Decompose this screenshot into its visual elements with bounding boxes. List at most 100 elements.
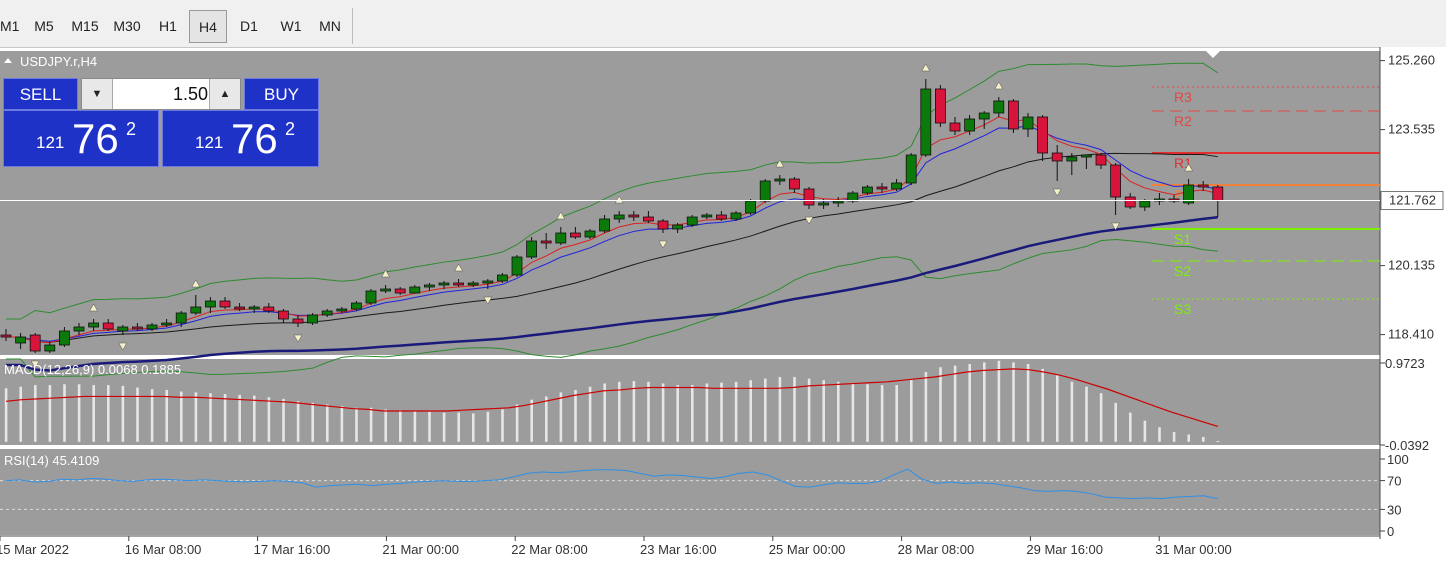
- candle[interactable]: [190, 306, 202, 314]
- candle[interactable]: [219, 300, 231, 308]
- candle[interactable]: [978, 112, 990, 120]
- candle[interactable]: [1066, 156, 1078, 162]
- candle[interactable]: [657, 220, 669, 230]
- candle[interactable]: [964, 118, 975, 132]
- candle[interactable]: [0, 334, 12, 338]
- candle[interactable]: [759, 180, 771, 202]
- candle[interactable]: [175, 312, 187, 324]
- candle[interactable]: [146, 324, 158, 330]
- candle[interactable]: [803, 188, 815, 206]
- candle[interactable]: [935, 88, 946, 124]
- candle[interactable]: [102, 322, 114, 330]
- candle[interactable]: [29, 334, 41, 352]
- candle[interactable]: [321, 310, 333, 316]
- tf-d1[interactable]: D1: [240, 18, 258, 34]
- candle[interactable]: [1022, 116, 1034, 130]
- rsi-panel[interactable]: [0, 449, 1380, 535]
- buy-price-box[interactable]: 121 76 2: [162, 110, 319, 167]
- macd-panel[interactable]: [0, 359, 1380, 445]
- collapse-triangle-icon[interactable]: [4, 58, 12, 63]
- candle[interactable]: [1081, 154, 1092, 158]
- candle[interactable]: [496, 274, 508, 282]
- candle[interactable]: [584, 230, 596, 238]
- candle[interactable]: [993, 100, 1005, 114]
- candle[interactable]: [891, 182, 902, 190]
- candle[interactable]: [672, 224, 683, 230]
- sell-price-box[interactable]: 121 76 2: [3, 110, 159, 167]
- candle[interactable]: [832, 200, 844, 204]
- candle[interactable]: [1051, 152, 1063, 162]
- candle[interactable]: [88, 322, 99, 328]
- candle[interactable]: [1095, 154, 1107, 166]
- candle[interactable]: [847, 192, 859, 202]
- candle[interactable]: [467, 282, 479, 286]
- candle[interactable]: [818, 202, 829, 206]
- candle[interactable]: [701, 214, 713, 218]
- candle[interactable]: [394, 288, 406, 294]
- candle[interactable]: [204, 300, 216, 308]
- candle[interactable]: [336, 308, 348, 312]
- candle[interactable]: [1124, 196, 1136, 208]
- tf-m30[interactable]: M30: [113, 18, 141, 34]
- lot-decrease-icon[interactable]: ▼: [82, 79, 113, 109]
- candle[interactable]: [745, 200, 756, 214]
- candle[interactable]: [511, 256, 523, 276]
- candle[interactable]: [949, 122, 961, 132]
- candle[interactable]: [350, 302, 362, 310]
- tf-h4[interactable]: H4: [189, 10, 227, 43]
- tf-m1[interactable]: M1: [0, 18, 20, 34]
- candle[interactable]: [161, 322, 173, 326]
- candle[interactable]: [570, 232, 581, 238]
- candle[interactable]: [716, 214, 727, 220]
- candle[interactable]: [540, 240, 552, 244]
- candle[interactable]: [643, 216, 654, 222]
- buy-button[interactable]: BUY: [244, 78, 319, 110]
- chart-canvas[interactable]: R3R2R1PPS1S2S3 USDJPY.r,H4 125.260123.53…: [0, 47, 1446, 566]
- candle[interactable]: [307, 314, 319, 324]
- candle[interactable]: [1197, 184, 1209, 188]
- candle[interactable]: [526, 240, 537, 258]
- candle[interactable]: [380, 288, 392, 292]
- candle[interactable]: [409, 286, 421, 294]
- candle[interactable]: [438, 282, 450, 286]
- candle[interactable]: [876, 186, 888, 190]
- tf-h1[interactable]: H1: [159, 18, 177, 34]
- candle[interactable]: [555, 232, 567, 244]
- candle[interactable]: [44, 344, 56, 352]
- candle[interactable]: [117, 326, 129, 332]
- lot-size-value[interactable]: 1.50: [172, 84, 208, 104]
- candle[interactable]: [599, 218, 610, 232]
- candle[interactable]: [789, 178, 800, 190]
- chart-shift-marker-icon[interactable]: [1206, 51, 1220, 58]
- candle[interactable]: [628, 214, 640, 218]
- candle[interactable]: [1037, 116, 1048, 154]
- candle[interactable]: [73, 326, 85, 332]
- candle[interactable]: [905, 154, 917, 184]
- candle[interactable]: [1183, 184, 1194, 204]
- candle[interactable]: [920, 88, 932, 156]
- tf-m15[interactable]: M15: [71, 18, 99, 34]
- candle[interactable]: [1110, 164, 1121, 198]
- candle[interactable]: [131, 326, 143, 330]
- tf-mn[interactable]: MN: [319, 18, 341, 34]
- candle[interactable]: [686, 216, 698, 226]
- candle[interactable]: [59, 330, 70, 346]
- candle[interactable]: [263, 306, 275, 312]
- candle[interactable]: [1139, 200, 1151, 208]
- tf-m5[interactable]: M5: [34, 18, 54, 34]
- sell-button[interactable]: SELL: [3, 78, 78, 110]
- candle[interactable]: [1212, 186, 1224, 201]
- candle[interactable]: [423, 284, 435, 288]
- tf-w1[interactable]: W1: [280, 18, 302, 34]
- candle[interactable]: [862, 186, 873, 194]
- candle[interactable]: [730, 212, 742, 220]
- candle[interactable]: [292, 318, 304, 324]
- candle[interactable]: [248, 306, 260, 310]
- candle[interactable]: [277, 310, 289, 320]
- candle[interactable]: [482, 280, 494, 284]
- candle[interactable]: [234, 306, 246, 310]
- candle[interactable]: [15, 336, 27, 344]
- candle[interactable]: [365, 290, 377, 304]
- lot-size-field[interactable]: ▼ 1.50 ▲: [81, 78, 241, 110]
- candle[interactable]: [774, 178, 786, 182]
